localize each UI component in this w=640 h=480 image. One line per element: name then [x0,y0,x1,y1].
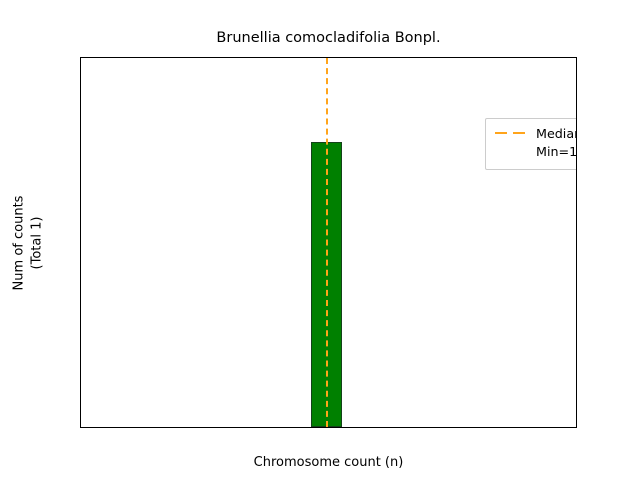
x-axis-label: Chromosome count (n) [253,455,404,470]
legend-median-label: Median(n)=14.0 [536,126,576,141]
legend-dashed-line-icon [494,125,528,142]
y-axis-label: Num of counts (Total 1) [0,57,56,428]
legend-range-label: Min=14, Max=14 [536,144,577,160]
y-axis-label-line2: (Total 1) [29,216,44,269]
y-axis-label-text: Num of counts (Total 1) [10,195,45,290]
chart-legend[interactable]: Median(n)=14.0 Min=14, Max=14 [485,118,577,170]
page-title: Brunellia comocladifolia Bonpl. [216,30,441,46]
y-axis-label-line1: Num of counts [11,195,27,290]
legend-entry-text: Median(n)=14.0 Min=14, Max=14 [536,125,577,162]
y-tick-mark [80,144,81,145]
plot-area: 0 1 14 Median(n)=14.0 Min=14, Max=14 [80,57,577,428]
median-line [326,58,328,427]
